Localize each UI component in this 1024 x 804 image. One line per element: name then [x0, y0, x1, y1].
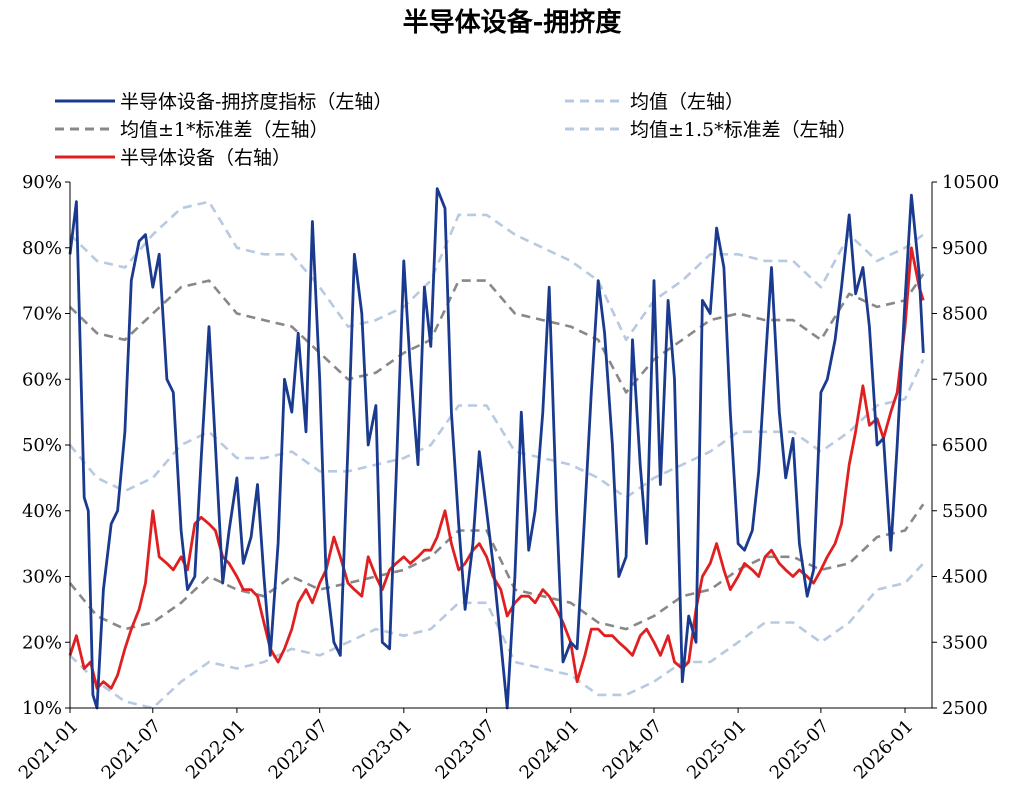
legend-label-price: 半导体设备（右轴） [120, 147, 291, 169]
legend-label-mean: 均值（左轴） [630, 91, 744, 113]
x-tick-label: 2026-01 [850, 716, 918, 784]
y-right-tick-label: 4500 [942, 567, 988, 588]
y-right-tick-label: 9500 [942, 238, 988, 259]
y-left-tick-label: 40% [22, 501, 62, 522]
legend-item-mean: 均值（左轴） [565, 91, 744, 113]
y-left-tick-label: 80% [22, 238, 62, 259]
series-line-price [68, 246, 925, 690]
legend-item-std15: 均值±1.5*标准差（左轴） [565, 119, 857, 141]
x-tick-label: 2022-01 [182, 716, 250, 784]
series-line-std15-lower [69, 562, 925, 710]
y-right-tick-label: 10500 [942, 172, 999, 193]
series-line-crowding [68, 187, 925, 710]
x-tick-label: 2022-07 [265, 716, 333, 784]
x-tick-label: 2021-01 [15, 716, 83, 784]
legend-item-crowding: 半导体设备-拥挤度指标（左轴） [55, 91, 392, 113]
y-right-tick-label: 7500 [942, 369, 988, 390]
legend: 半导体设备-拥挤度指标（左轴） 均值（左轴） 均值±1*标准差（左轴） 均值±1… [55, 91, 857, 169]
x-tick-label: 2024-01 [516, 716, 584, 784]
y-right-tick-label: 2500 [942, 698, 988, 719]
legend-label-std1: 均值±1*标准差（左轴） [120, 119, 329, 141]
y-left-tick-label: 10% [22, 698, 62, 719]
y-left-tick-label: 90% [22, 172, 62, 193]
x-tick-label: 2024-07 [599, 716, 667, 784]
x-tick-label: 2021-07 [98, 716, 166, 784]
legend-label-std15: 均值±1.5*标准差（左轴） [630, 119, 857, 141]
series-line-std15 [69, 200, 925, 342]
y-right-tick-label: 3500 [942, 632, 988, 653]
x-tick-label: 2023-01 [349, 716, 417, 784]
y-right-tick-label: 6500 [942, 435, 988, 456]
legend-item-price: 半导体设备（右轴） [55, 147, 291, 169]
series-line-std1-lower [68, 503, 925, 631]
y-left-tick-label: 20% [22, 632, 62, 653]
y-right-tick-label: 5500 [942, 501, 988, 522]
series-line-std1 [69, 273, 925, 394]
legend-item-std1: 均值±1*标准差（左轴） [55, 119, 329, 141]
y-left-tick-label: 30% [22, 567, 62, 588]
y-left-tick-label: 60% [22, 369, 62, 390]
y-right-tick-label: 8500 [942, 304, 988, 325]
x-tick-label: 2025-07 [766, 716, 834, 784]
chart-title: 半导体设备-拥挤度 [403, 7, 622, 38]
y-left-tick-label: 50% [22, 435, 62, 456]
y-left-tick-label: 70% [22, 304, 62, 325]
x-tick-label: 2023-07 [431, 716, 499, 784]
x-tick-label: 2025-01 [683, 716, 751, 784]
legend-label-crowding: 半导体设备-拥挤度指标（左轴） [120, 91, 392, 113]
plot-series [68, 187, 925, 710]
